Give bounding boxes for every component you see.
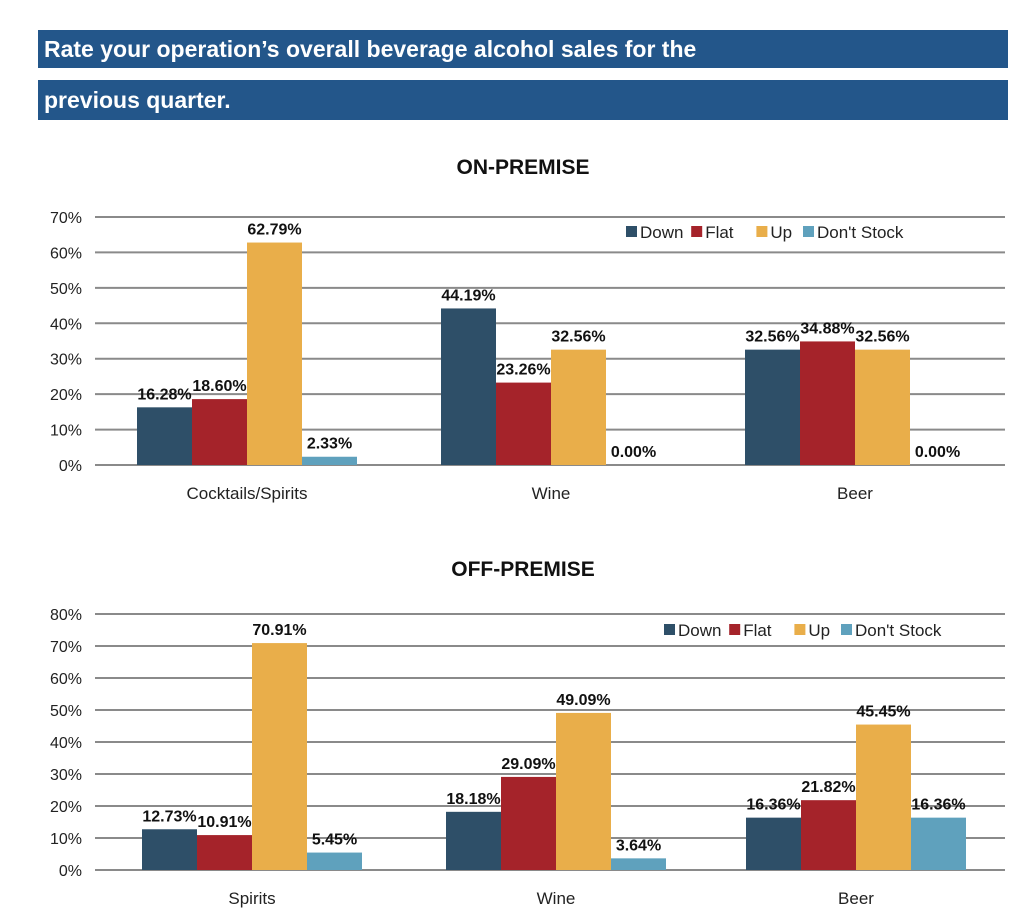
legend-swatch xyxy=(729,624,741,635)
bar-up xyxy=(855,349,910,465)
y-tick-label: 20% xyxy=(50,799,82,816)
x-category-label: Wine xyxy=(532,484,571,503)
data-label: 0.00% xyxy=(915,444,960,461)
y-tick-label: 10% xyxy=(50,423,82,440)
y-tick-label: 60% xyxy=(50,245,82,262)
data-label: 70.91% xyxy=(252,622,306,639)
legend-swatch xyxy=(626,226,637,237)
legend-label: Don't Stock xyxy=(855,621,942,640)
x-category-label: Beer xyxy=(837,484,873,503)
data-label: 29.09% xyxy=(501,756,555,773)
legend-swatch xyxy=(691,226,703,237)
chart-title: OFF-PREMISE xyxy=(451,558,595,581)
data-label: 23.26% xyxy=(496,362,550,379)
data-label: 32.56% xyxy=(855,329,909,346)
legend-label: Flat xyxy=(743,621,772,640)
data-label: 44.19% xyxy=(441,287,495,304)
title-banner-line-1: Rate your operation’s overall beverage a… xyxy=(38,30,1008,68)
data-label: 18.18% xyxy=(446,791,500,808)
data-label: 62.79% xyxy=(247,222,301,239)
data-label: 49.09% xyxy=(556,692,610,709)
legend-swatch xyxy=(756,226,768,237)
bar-don-t-stock xyxy=(302,456,357,465)
bar-down xyxy=(745,349,800,465)
y-tick-label: 60% xyxy=(50,671,82,688)
y-tick-label: 80% xyxy=(50,607,82,624)
chart-title: ON-PREMISE xyxy=(456,156,589,179)
bar-flat xyxy=(801,800,856,870)
bar-don-t-stock xyxy=(911,817,966,870)
y-tick-label: 0% xyxy=(59,863,82,880)
data-label: 10.91% xyxy=(197,814,251,831)
data-label: 12.73% xyxy=(142,808,196,825)
legend-swatch xyxy=(841,624,852,635)
bar-don-t-stock xyxy=(307,852,362,870)
y-tick-label: 50% xyxy=(50,703,82,720)
x-category-label: Spirits xyxy=(228,889,275,908)
data-label: 3.64% xyxy=(616,837,661,854)
y-tick-label: 50% xyxy=(50,281,82,298)
data-label: 0.00% xyxy=(611,444,656,461)
x-category-label: Beer xyxy=(838,889,874,908)
bar-down xyxy=(446,811,501,870)
legend-label: Up xyxy=(808,621,830,640)
legend-label: Up xyxy=(770,223,792,242)
bar-down xyxy=(142,829,197,870)
bar-up xyxy=(551,349,606,465)
y-tick-label: 70% xyxy=(50,210,82,227)
y-tick-label: 30% xyxy=(50,352,82,369)
legend-swatch xyxy=(803,226,814,237)
bar-up xyxy=(856,724,911,870)
bar-up xyxy=(556,712,611,870)
data-label: 34.88% xyxy=(800,320,854,337)
bar-down xyxy=(441,308,496,465)
bar-flat xyxy=(192,399,247,465)
y-tick-label: 70% xyxy=(50,639,82,656)
bar-flat xyxy=(197,835,252,870)
y-tick-label: 40% xyxy=(50,735,82,752)
y-tick-label: 20% xyxy=(50,387,82,404)
bar-flat xyxy=(496,382,551,465)
bar-up xyxy=(247,242,302,465)
y-tick-label: 0% xyxy=(59,458,82,475)
title-banner-line-2: previous quarter. xyxy=(38,80,1008,120)
legend-label: Down xyxy=(640,223,683,242)
data-label: 32.56% xyxy=(745,329,799,346)
data-label: 32.56% xyxy=(551,329,605,346)
legend-label: Flat xyxy=(705,223,734,242)
data-label: 45.45% xyxy=(856,704,910,721)
data-label: 18.60% xyxy=(192,378,246,395)
bar-flat xyxy=(800,341,855,465)
data-label: 16.28% xyxy=(137,386,191,403)
bar-up xyxy=(252,643,307,870)
y-tick-label: 40% xyxy=(50,316,82,333)
bar-flat xyxy=(501,776,556,870)
y-tick-label: 30% xyxy=(50,767,82,784)
data-label: 21.82% xyxy=(801,779,855,796)
legend-label: Don't Stock xyxy=(817,223,904,242)
data-label: 16.36% xyxy=(746,797,800,814)
legend-swatch xyxy=(664,624,675,635)
data-label: 16.36% xyxy=(911,797,965,814)
legend-label: Down xyxy=(678,621,721,640)
legend-swatch xyxy=(794,624,806,635)
x-category-label: Wine xyxy=(537,889,576,908)
bar-down xyxy=(746,817,801,870)
y-tick-label: 10% xyxy=(50,831,82,848)
bar-down xyxy=(137,407,192,465)
data-label: 2.33% xyxy=(307,436,352,453)
bar-don-t-stock xyxy=(611,858,666,870)
x-category-label: Cocktails/Spirits xyxy=(187,484,308,503)
data-label: 5.45% xyxy=(312,832,357,849)
